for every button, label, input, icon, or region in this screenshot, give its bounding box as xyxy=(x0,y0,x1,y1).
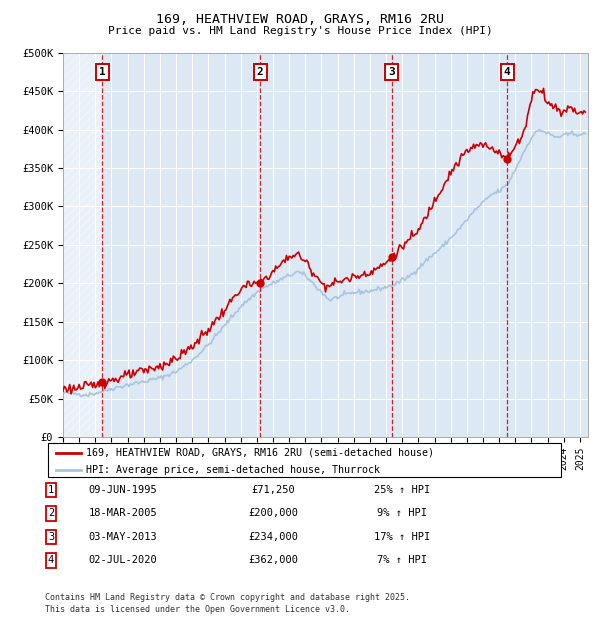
Text: 1: 1 xyxy=(99,67,106,77)
Text: 25% ↑ HPI: 25% ↑ HPI xyxy=(374,485,430,495)
Text: Price paid vs. HM Land Registry's House Price Index (HPI): Price paid vs. HM Land Registry's House … xyxy=(107,26,493,36)
Text: 03-MAY-2013: 03-MAY-2013 xyxy=(89,532,157,542)
Text: 02-JUL-2020: 02-JUL-2020 xyxy=(89,556,157,565)
Text: 169, HEATHVIEW ROAD, GRAYS, RM16 2RU (semi-detached house): 169, HEATHVIEW ROAD, GRAYS, RM16 2RU (se… xyxy=(86,448,434,458)
Text: Contains HM Land Registry data © Crown copyright and database right 2025.
This d: Contains HM Land Registry data © Crown c… xyxy=(45,593,410,614)
Text: £234,000: £234,000 xyxy=(248,532,298,542)
Text: 17% ↑ HPI: 17% ↑ HPI xyxy=(374,532,430,542)
FancyBboxPatch shape xyxy=(48,443,561,477)
Bar xyxy=(63,53,103,437)
Text: 169, HEATHVIEW ROAD, GRAYS, RM16 2RU: 169, HEATHVIEW ROAD, GRAYS, RM16 2RU xyxy=(156,14,444,26)
Text: HPI: Average price, semi-detached house, Thurrock: HPI: Average price, semi-detached house,… xyxy=(86,465,380,475)
Text: 3: 3 xyxy=(48,532,54,542)
Text: 4: 4 xyxy=(48,556,54,565)
Text: 2: 2 xyxy=(257,67,263,77)
Text: 3: 3 xyxy=(388,67,395,77)
Text: £362,000: £362,000 xyxy=(248,556,298,565)
Text: 2: 2 xyxy=(48,508,54,518)
Text: 18-MAR-2005: 18-MAR-2005 xyxy=(89,508,157,518)
Text: 09-JUN-1995: 09-JUN-1995 xyxy=(89,485,157,495)
Text: £71,250: £71,250 xyxy=(251,485,295,495)
Text: 7% ↑ HPI: 7% ↑ HPI xyxy=(377,556,427,565)
Text: 1: 1 xyxy=(48,485,54,495)
Text: 9% ↑ HPI: 9% ↑ HPI xyxy=(377,508,427,518)
Text: 4: 4 xyxy=(504,67,511,77)
Text: £200,000: £200,000 xyxy=(248,508,298,518)
